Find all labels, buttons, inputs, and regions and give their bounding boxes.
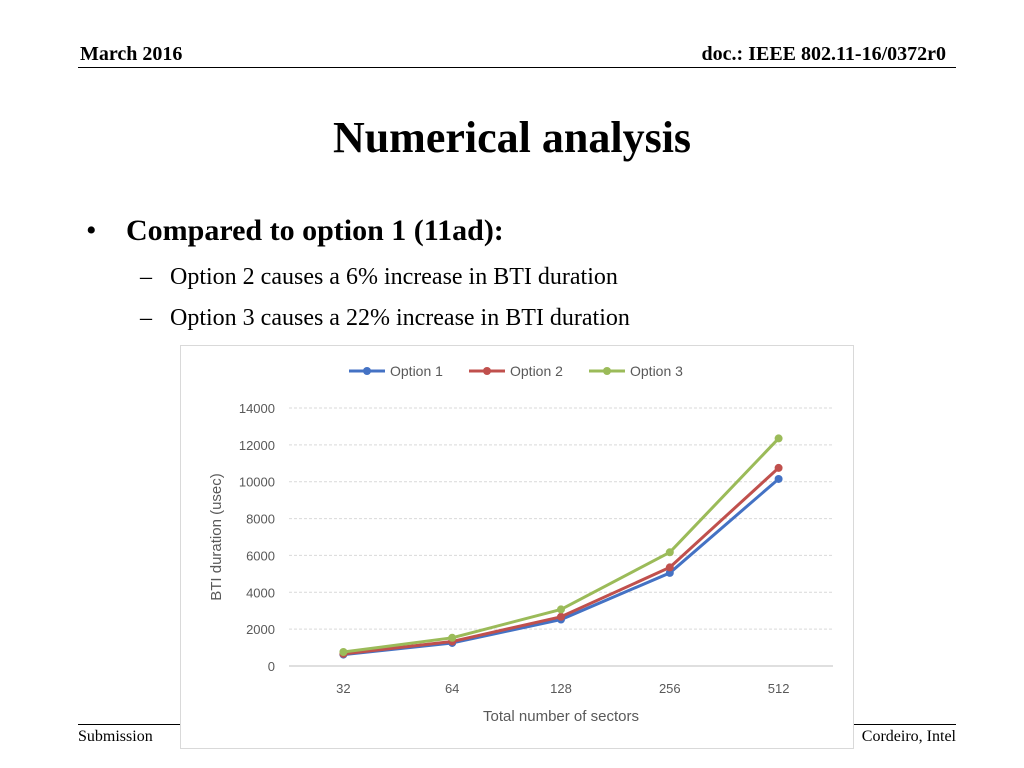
x-tick-label: 512 — [768, 681, 790, 696]
sub-bullet-marker: – — [140, 264, 152, 290]
legend-marker — [363, 367, 371, 375]
y-tick-label: 10000 — [239, 475, 275, 490]
x-axis-title: Total number of sectors — [483, 708, 639, 725]
footer-left: Submission — [78, 728, 153, 745]
legend-label: Option 2 — [510, 363, 563, 379]
legend-entry: Option 2 — [469, 363, 563, 379]
sub-bullet-text: Option 3 causes a 22% increase in BTI du… — [170, 305, 630, 331]
legend-entry: Option 3 — [589, 363, 683, 379]
y-tick-label: 14000 — [239, 401, 275, 416]
sub-bullet-2: – Option 3 causes a 22% increase in BTI d… — [140, 303, 630, 333]
chart-gridlines — [289, 407, 833, 667]
series-option-3 — [339, 434, 783, 656]
data-point — [774, 434, 783, 443]
bullet-text: Compared to option 1 (11ad): — [126, 214, 504, 247]
y-tick-label: 2000 — [246, 622, 275, 637]
chart-legend: Option 1 Option 2 Option 3 — [349, 363, 683, 379]
y-tick-label: 6000 — [246, 548, 275, 563]
slide-title: Numerical analysis — [332, 113, 692, 162]
legend-marker — [483, 367, 491, 375]
legend-marker — [603, 367, 611, 375]
series-line — [343, 466, 780, 656]
x-axis-ticks: 32 64 128 256 512 — [336, 681, 789, 696]
chart-container: 0 2000 4000 6000 8000 10000 12000 14000 32 64 128… — [180, 345, 854, 749]
data-point — [557, 605, 565, 614]
data-point — [557, 612, 565, 621]
data-point — [774, 474, 783, 483]
y-tick-label: 0 — [268, 659, 275, 674]
sub-bullet-1: – Option 2 causes a 6% increase in BTI du… — [140, 262, 618, 292]
data-point — [774, 463, 783, 472]
data-point — [339, 647, 348, 656]
legend-label: Option 3 — [630, 363, 683, 379]
header-doc-id: doc.: IEEE 802.11-16/0372r0 — [701, 43, 946, 65]
x-tick-label: 32 — [336, 681, 350, 696]
sub-bullet-marker: – — [140, 305, 152, 331]
data-point — [665, 568, 674, 577]
data-point — [665, 563, 674, 572]
line-chart: 0 2000 4000 6000 8000 10000 12000 14000 32 64 128… — [208, 363, 833, 725]
y-tick-label: 12000 — [239, 438, 275, 453]
y-axis-ticks: 0 2000 4000 6000 8000 10000 12000 14000 — [239, 401, 275, 674]
x-tick-label: 128 — [550, 681, 572, 696]
data-point — [665, 548, 674, 557]
chart-series — [339, 434, 783, 659]
footer-right: Cordeiro, Intel — [861, 728, 956, 745]
legend-label: Option 1 — [390, 363, 443, 379]
data-point — [448, 633, 457, 642]
bullet-marker: • — [86, 214, 97, 247]
x-tick-label: 256 — [659, 681, 681, 696]
header-date: March 2016 — [80, 43, 183, 65]
y-tick-label: 8000 — [246, 512, 275, 527]
y-tick-label: 4000 — [246, 585, 275, 600]
sub-bullet-text: Option 2 causes a 6% increase in BTI dur… — [170, 264, 618, 290]
y-axis-title: BTI duration (usec) — [208, 473, 225, 601]
legend-entry: Option 1 — [349, 363, 443, 379]
x-tick-label: 64 — [445, 681, 459, 696]
header-rule — [78, 67, 956, 68]
